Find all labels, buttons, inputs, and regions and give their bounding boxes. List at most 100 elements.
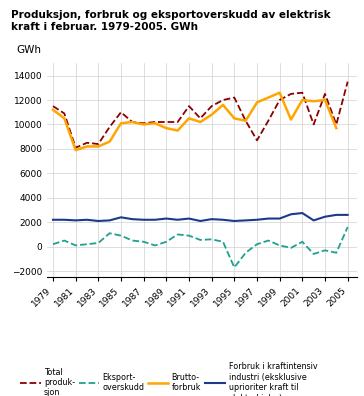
Total
produk-
sjon <box>107 124 112 129</box>
Brutto-
forbruk <box>187 116 191 121</box>
Forbruk i kraftintensiv
industri (eksklusive
uprioriter kraft til
elektrokjeler) <box>255 217 259 222</box>
Brutto-
forbruk <box>175 128 180 133</box>
Forbruk i kraftintensiv
industri (eksklusive
uprioriter kraft til
elektrokjeler) <box>334 213 339 217</box>
Text: GWh: GWh <box>16 45 41 55</box>
Total
produk-
sjon <box>289 91 293 96</box>
Forbruk i kraftintensiv
industri (eksklusive
uprioriter kraft til
elektrokjeler) <box>119 215 123 220</box>
Total
produk-
sjon <box>198 116 202 121</box>
Brutto-
forbruk <box>300 98 305 103</box>
Forbruk i kraftintensiv
industri (eksklusive
uprioriter kraft til
elektrokjeler) <box>289 212 293 217</box>
Forbruk i kraftintensiv
industri (eksklusive
uprioriter kraft til
elektrokjeler) <box>277 216 282 221</box>
Forbruk i kraftintensiv
industri (eksklusive
uprioriter kraft til
elektrokjeler) <box>51 217 55 222</box>
Brutto-
forbruk <box>142 122 146 127</box>
Forbruk i kraftintensiv
industri (eksklusive
uprioriter kraft til
elektrokjeler) <box>345 213 350 217</box>
Brutto-
forbruk <box>232 116 237 121</box>
Forbruk i kraftintensiv
industri (eksklusive
uprioriter kraft til
elektrokjeler) <box>187 216 191 221</box>
Total
produk-
sjon <box>209 104 214 109</box>
Total
produk-
sjon <box>345 79 350 84</box>
Eksport-
overskudd <box>198 238 202 242</box>
Eksport-
overskudd <box>266 238 270 243</box>
Forbruk i kraftintensiv
industri (eksklusive
uprioriter kraft til
elektrokjeler) <box>266 216 270 221</box>
Eksport-
overskudd <box>62 238 67 243</box>
Forbruk i kraftintensiv
industri (eksklusive
uprioriter kraft til
elektrokjeler) <box>244 218 248 223</box>
Line: Forbruk i kraftintensiv
industri (eksklusive
uprioriter kraft til
elektrokjeler): Forbruk i kraftintensiv industri (eksklu… <box>53 213 348 221</box>
Forbruk i kraftintensiv
industri (eksklusive
uprioriter kraft til
elektrokjeler) <box>198 219 202 223</box>
Brutto-
forbruk <box>85 144 89 149</box>
Eksport-
overskudd <box>221 240 225 244</box>
Eksport-
overskudd <box>130 238 135 243</box>
Brutto-
forbruk <box>312 99 316 104</box>
Brutto-
forbruk <box>96 144 100 149</box>
Forbruk i kraftintensiv
industri (eksklusive
uprioriter kraft til
elektrokjeler) <box>142 217 146 222</box>
Total
produk-
sjon <box>74 145 78 150</box>
Total
produk-
sjon <box>62 111 67 116</box>
Forbruk i kraftintensiv
industri (eksklusive
uprioriter kraft til
elektrokjeler) <box>107 218 112 223</box>
Brutto-
forbruk <box>119 121 123 126</box>
Eksport-
overskudd <box>289 246 293 250</box>
Total
produk-
sjon <box>187 104 191 109</box>
Forbruk i kraftintensiv
industri (eksklusive
uprioriter kraft til
elektrokjeler) <box>175 217 180 222</box>
Forbruk i kraftintensiv
industri (eksklusive
uprioriter kraft til
elektrokjeler) <box>85 217 89 222</box>
Total
produk-
sjon <box>244 118 248 123</box>
Total
produk-
sjon <box>142 121 146 126</box>
Forbruk i kraftintensiv
industri (eksklusive
uprioriter kraft til
elektrokjeler) <box>74 218 78 223</box>
Brutto-
forbruk <box>221 103 225 107</box>
Forbruk i kraftintensiv
industri (eksklusive
uprioriter kraft til
elektrokjeler) <box>232 219 237 223</box>
Eksport-
overskudd <box>232 265 237 270</box>
Total
produk-
sjon <box>266 118 270 123</box>
Total
produk-
sjon <box>51 104 55 109</box>
Text: Produksjon, forbruk og eksportoverskudd av elektrisk
kraft i februar. 1979-2005.: Produksjon, forbruk og eksportoverskudd … <box>11 10 331 32</box>
Brutto-
forbruk <box>62 116 67 121</box>
Total
produk-
sjon <box>300 90 305 95</box>
Eksport-
overskudd <box>107 231 112 236</box>
Eksport-
overskudd <box>323 248 327 253</box>
Eksport-
overskudd <box>164 240 169 244</box>
Eksport-
overskudd <box>175 232 180 237</box>
Eksport-
overskudd <box>142 240 146 244</box>
Forbruk i kraftintensiv
industri (eksklusive
uprioriter kraft til
elektrokjeler) <box>164 216 169 221</box>
Total
produk-
sjon <box>323 91 327 96</box>
Total
produk-
sjon <box>85 141 89 145</box>
Brutto-
forbruk <box>255 100 259 105</box>
Total
produk-
sjon <box>119 110 123 114</box>
Brutto-
forbruk <box>51 107 55 112</box>
Legend: Total
produk-
sjon, Eksport-
overskudd, Brutto-
forbruk, Forbruk i kraftintensiv: Total produk- sjon, Eksport- overskudd, … <box>20 362 317 396</box>
Total
produk-
sjon <box>96 142 100 147</box>
Forbruk i kraftintensiv
industri (eksklusive
uprioriter kraft til
elektrokjeler) <box>96 219 100 223</box>
Eksport-
overskudd <box>277 243 282 248</box>
Total
produk-
sjon <box>334 122 339 127</box>
Line: Total
produk-
sjon: Total produk- sjon <box>53 82 348 148</box>
Total
produk-
sjon <box>130 120 135 124</box>
Eksport-
overskudd <box>255 242 259 247</box>
Total
produk-
sjon <box>232 95 237 100</box>
Brutto-
forbruk <box>244 118 248 123</box>
Eksport-
overskudd <box>244 250 248 255</box>
Total
produk-
sjon <box>221 98 225 103</box>
Eksport-
overskudd <box>345 225 350 229</box>
Brutto-
forbruk <box>289 117 293 122</box>
Forbruk i kraftintensiv
industri (eksklusive
uprioriter kraft til
elektrokjeler) <box>312 218 316 223</box>
Total
produk-
sjon <box>164 120 169 124</box>
Forbruk i kraftintensiv
industri (eksklusive
uprioriter kraft til
elektrokjeler) <box>153 217 157 222</box>
Eksport-
overskudd <box>96 241 100 246</box>
Eksport-
overskudd <box>51 242 55 247</box>
Eksport-
overskudd <box>74 243 78 248</box>
Brutto-
forbruk <box>334 126 339 131</box>
Brutto-
forbruk <box>198 120 202 124</box>
Total
produk-
sjon <box>175 120 180 124</box>
Eksport-
overskudd <box>209 237 214 242</box>
Forbruk i kraftintensiv
industri (eksklusive
uprioriter kraft til
elektrokjeler) <box>62 217 67 222</box>
Line: Brutto-
forbruk: Brutto- forbruk <box>53 93 336 150</box>
Brutto-
forbruk <box>107 139 112 144</box>
Forbruk i kraftintensiv
industri (eksklusive
uprioriter kraft til
elektrokjeler) <box>300 211 305 215</box>
Total
produk-
sjon <box>277 98 282 103</box>
Eksport-
overskudd <box>334 250 339 255</box>
Total
produk-
sjon <box>312 122 316 127</box>
Brutto-
forbruk <box>209 112 214 117</box>
Eksport-
overskudd <box>153 243 157 248</box>
Forbruk i kraftintensiv
industri (eksklusive
uprioriter kraft til
elektrokjeler) <box>221 217 225 222</box>
Brutto-
forbruk <box>277 90 282 95</box>
Total
produk-
sjon <box>153 120 157 124</box>
Forbruk i kraftintensiv
industri (eksklusive
uprioriter kraft til
elektrokjeler) <box>209 217 214 221</box>
Eksport-
overskudd <box>300 240 305 244</box>
